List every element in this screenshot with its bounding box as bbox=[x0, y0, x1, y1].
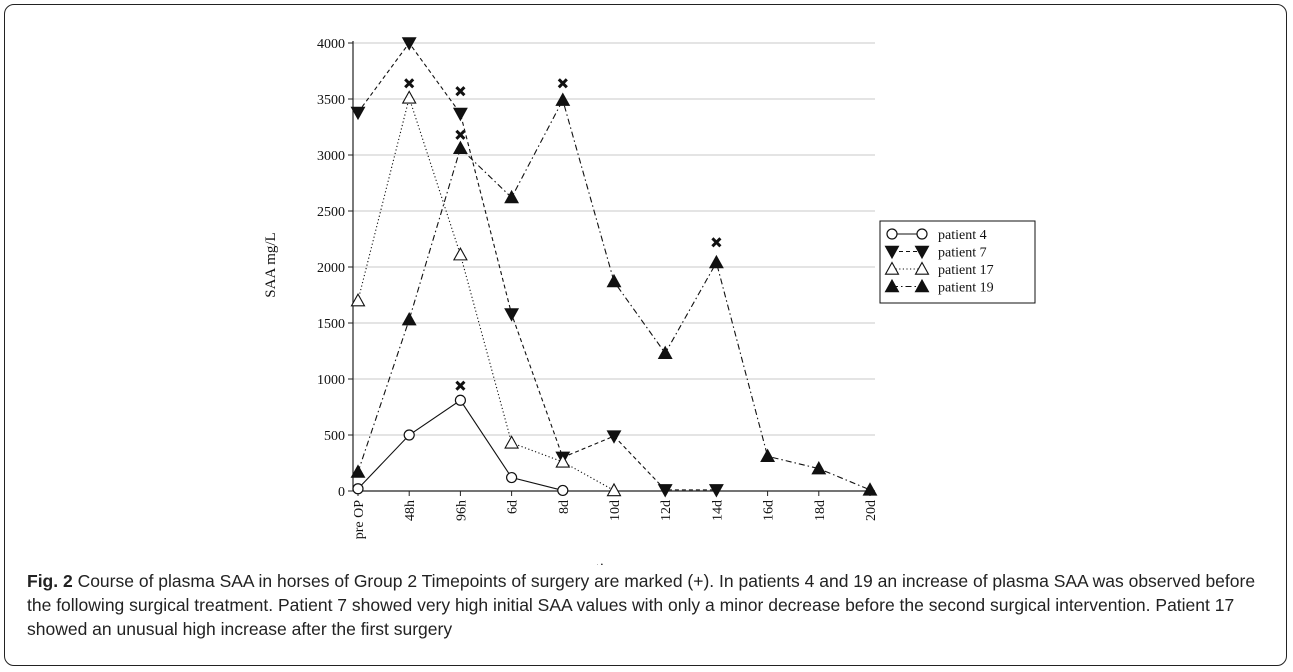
y-tick-label: 500 bbox=[324, 429, 345, 444]
caption-label: Fig. 2 bbox=[27, 571, 73, 591]
y-tick-label: 3500 bbox=[317, 93, 345, 108]
legend-patient-7-label: patient 7 bbox=[938, 246, 987, 261]
patient-7-point bbox=[708, 484, 724, 498]
patient-19-point bbox=[555, 92, 571, 106]
x-tick-label: pre OP bbox=[352, 500, 367, 539]
y-tick-label: 2000 bbox=[317, 261, 345, 276]
patient-7-point bbox=[452, 107, 468, 122]
x-axis-label: time bbox=[596, 561, 623, 565]
surgery-mark bbox=[455, 86, 466, 97]
legend-patient-19-marker bbox=[884, 278, 900, 293]
surgery-mark bbox=[455, 380, 466, 391]
patient-17-point bbox=[555, 454, 571, 468]
patient-7-line bbox=[357, 42, 717, 491]
legend-patient-17-label: patient 17 bbox=[938, 263, 994, 278]
x-tick-label: 18d bbox=[813, 500, 828, 521]
patient-19-point bbox=[862, 482, 878, 496]
y-axis-label: SAA mg/L bbox=[263, 232, 279, 297]
x-tick-label: 6d bbox=[506, 500, 521, 514]
grid-lines bbox=[353, 42, 875, 436]
surgery-mark bbox=[711, 237, 722, 248]
y-tick-label: 3000 bbox=[317, 149, 345, 164]
patient-4-point bbox=[454, 394, 466, 406]
surgery-mark-stroke bbox=[557, 78, 568, 89]
patient-17-point bbox=[606, 482, 622, 497]
legend-patient-19-label: patient 19 bbox=[938, 281, 994, 296]
surgery-mark bbox=[557, 78, 568, 89]
patient-7-point bbox=[350, 106, 366, 121]
legend-patient-17-marker bbox=[884, 261, 900, 275]
y-tick-label: 1000 bbox=[317, 373, 345, 388]
patient-19-line bbox=[357, 98, 871, 491]
surgery-mark-stroke bbox=[711, 237, 722, 248]
series-markers bbox=[350, 37, 878, 498]
x-tick-label: 48h bbox=[403, 500, 418, 521]
legend-patient-19-marker bbox=[914, 278, 930, 293]
y-tick-label: 1500 bbox=[317, 317, 345, 332]
patient-4-point bbox=[557, 484, 569, 497]
patient-19-point bbox=[760, 448, 776, 463]
x-tick-label: 96h bbox=[454, 500, 469, 521]
legend-patient-7-marker bbox=[884, 245, 900, 260]
axes: 0 500 1000 1500 2000 2500 3000 3500 4000 pre OP 48… bbox=[317, 37, 879, 539]
saa-line-chart: 0 500 1000 1500 2000 2500 3000 3500 4000 pre OP 48… bbox=[263, 37, 1036, 565]
patient-19-point bbox=[811, 460, 827, 475]
patient-19-point bbox=[504, 189, 520, 204]
surgery-mark-stroke bbox=[455, 129, 466, 140]
patient-19-point bbox=[401, 312, 417, 326]
legend-patient-17-marker bbox=[914, 261, 930, 275]
x-tick-label: 12d bbox=[659, 500, 674, 521]
x-tick-label: 10d bbox=[608, 500, 623, 521]
patient-4-point bbox=[403, 429, 415, 441]
surgery-mark bbox=[404, 78, 415, 89]
surgery-mark bbox=[455, 129, 466, 140]
legend-patient-4-marker bbox=[916, 228, 928, 240]
patient-19-point bbox=[708, 254, 724, 269]
patient-17-line bbox=[357, 95, 615, 491]
y-tick-label: 2500 bbox=[317, 205, 345, 220]
figure-frame: 0 500 1000 1500 2000 2500 3000 3500 4000 pre OP 48… bbox=[4, 4, 1287, 666]
legend-box bbox=[879, 220, 1036, 304]
patient-7-point bbox=[657, 484, 673, 498]
patient-7-point bbox=[401, 37, 417, 51]
x-tick-label: 20d bbox=[864, 500, 879, 521]
patient-7-point bbox=[606, 430, 622, 444]
patient-17-point bbox=[452, 247, 468, 261]
patient-19-point bbox=[350, 464, 366, 478]
legend-patient-4-marker bbox=[886, 228, 898, 240]
caption-text: Course of plasma SAA in horses of Group … bbox=[27, 571, 1256, 639]
patient-17-point bbox=[350, 292, 366, 307]
patient-7-point bbox=[504, 308, 520, 322]
figure-caption: Fig. 2 Course of plasma SAA in horses of… bbox=[27, 569, 1272, 641]
surgery-mark-stroke bbox=[455, 380, 466, 391]
legend: patient 4 patient 7 patient 17 patient 19 bbox=[879, 220, 1036, 304]
patient-19-point bbox=[657, 345, 673, 359]
patient-4-point bbox=[506, 471, 518, 484]
legend-patient-7-marker bbox=[914, 245, 930, 260]
patient-17-point bbox=[504, 435, 520, 449]
patient-17-point bbox=[401, 90, 417, 104]
patient-19-point bbox=[606, 273, 622, 288]
x-tick-label: 16d bbox=[762, 500, 777, 521]
x-tick-label: 14d bbox=[710, 500, 725, 521]
x-tick-label: 8d bbox=[557, 500, 572, 514]
surgery-mark-stroke bbox=[404, 78, 415, 89]
y-tick-label: 4000 bbox=[317, 37, 345, 52]
surgery-mark-stroke bbox=[455, 86, 466, 97]
patient-19-point bbox=[452, 140, 468, 155]
patient-4-line bbox=[357, 399, 563, 491]
legend-patient-4-label: patient 4 bbox=[938, 228, 987, 243]
y-tick-label: 0 bbox=[338, 485, 345, 500]
surgery-marks bbox=[404, 78, 722, 391]
patient-4-point bbox=[352, 483, 364, 495]
